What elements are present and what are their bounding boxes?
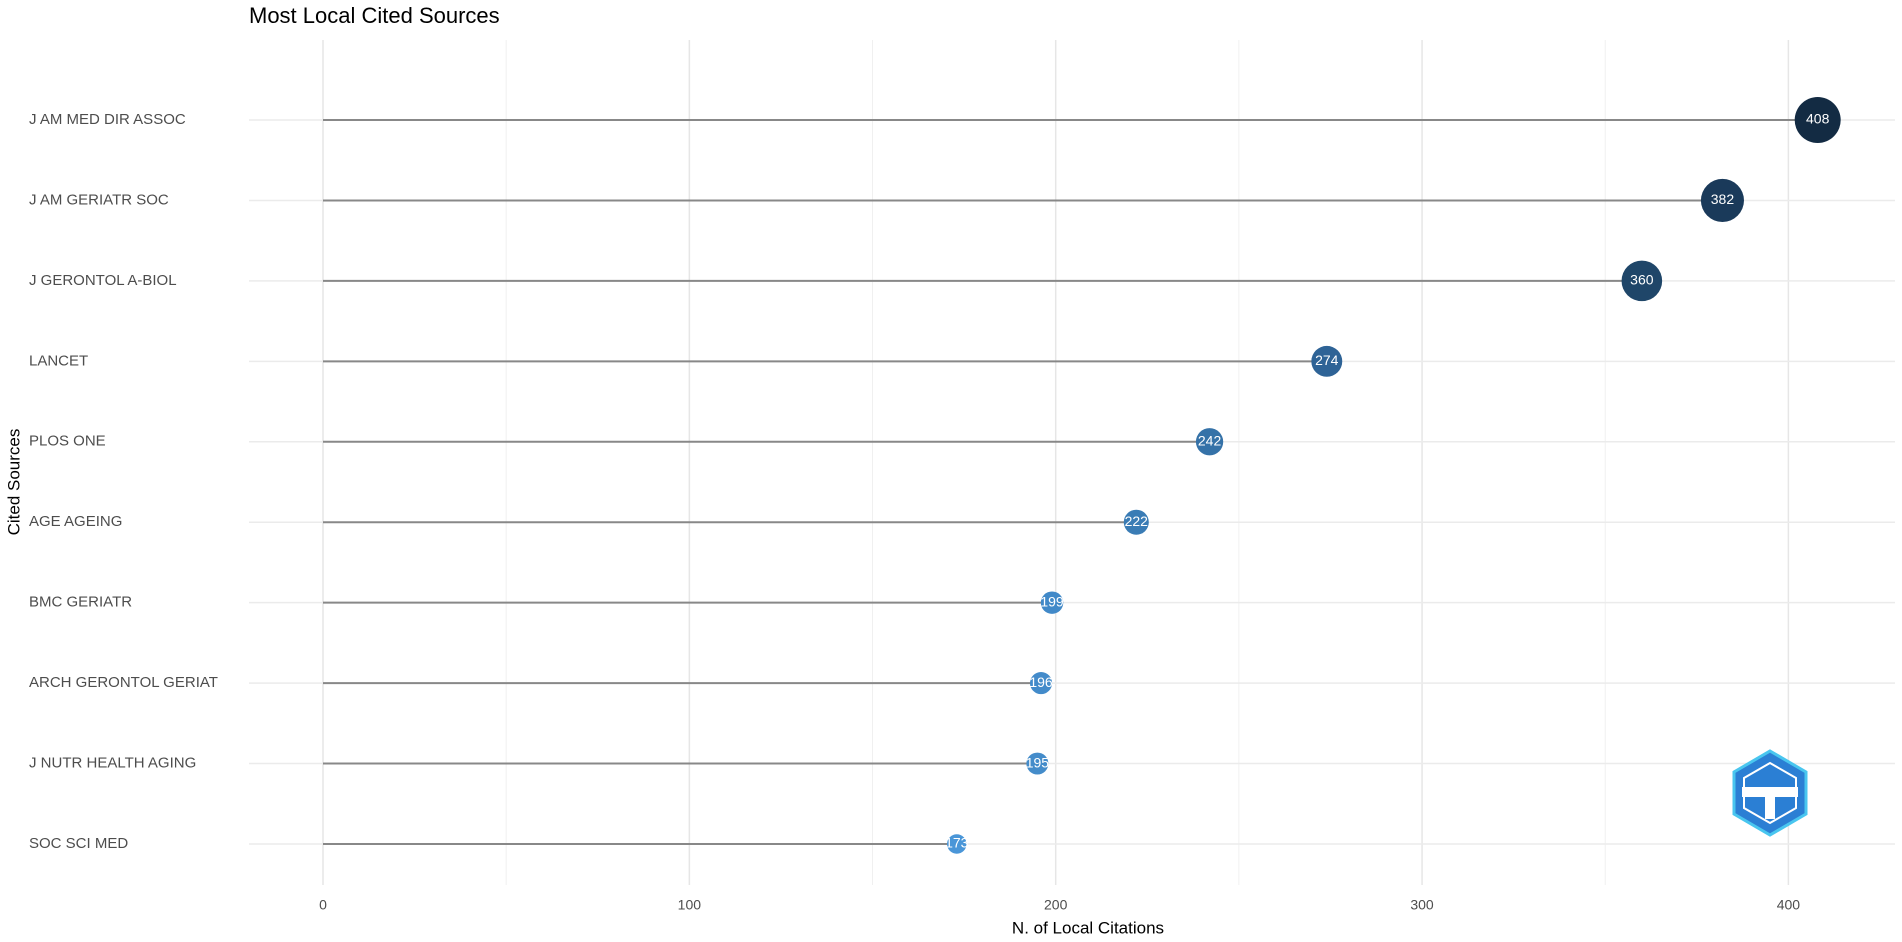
- x-tick-label: 200: [1044, 897, 1068, 913]
- value-label: 408: [1806, 111, 1830, 127]
- dot: [1794, 97, 1841, 143]
- dot: [1621, 260, 1663, 302]
- y-tick-label: J NUTR HEALTH AGING: [29, 755, 196, 772]
- dot: [1029, 672, 1053, 695]
- value-label: 199: [1040, 593, 1064, 609]
- dot: [1123, 509, 1149, 535]
- y-tick-label: LANCET: [29, 352, 88, 369]
- logo: [1732, 749, 1808, 837]
- dot: [1700, 178, 1744, 222]
- value-label: 195: [1026, 754, 1050, 770]
- value-label: 274: [1315, 352, 1339, 368]
- value-label: 173: [945, 835, 969, 851]
- value-label: 382: [1711, 191, 1735, 207]
- x-axis-title: N. of Local Citations: [1012, 918, 1164, 937]
- y-tick-label: SOC SCI MED: [29, 835, 128, 852]
- dot: [1040, 591, 1064, 614]
- value-label: 196: [1029, 674, 1053, 690]
- value-label: 222: [1125, 513, 1149, 529]
- x-tick-label: 300: [1410, 897, 1434, 913]
- x-tick-label: 100: [678, 897, 702, 913]
- dot: [1311, 345, 1343, 377]
- x-tick-label: 0: [319, 897, 327, 913]
- dot: [1195, 428, 1224, 456]
- y-tick-label: J GERONTOL A-BIOL: [29, 272, 177, 289]
- y-tick-label: J AM GERIATR SOC: [29, 191, 169, 208]
- y-tick-label: J AM MED DIR ASSOC: [29, 111, 186, 128]
- dot: [947, 834, 967, 854]
- dot: [1026, 752, 1049, 775]
- y-tick-label: BMC GERIATR: [29, 594, 132, 611]
- y-tick-label: AGE AGEING: [29, 513, 122, 530]
- value-label: 242: [1198, 432, 1222, 448]
- y-tick-label: PLOS ONE: [29, 433, 106, 450]
- value-label: 360: [1630, 272, 1654, 288]
- y-tick-label: ARCH GERONTOL GERIAT: [29, 674, 218, 691]
- x-tick-label: 400: [1777, 897, 1801, 913]
- chart-title: Most Local Cited Sources: [249, 3, 500, 28]
- y-axis-title: Cited Sources: [4, 429, 23, 536]
